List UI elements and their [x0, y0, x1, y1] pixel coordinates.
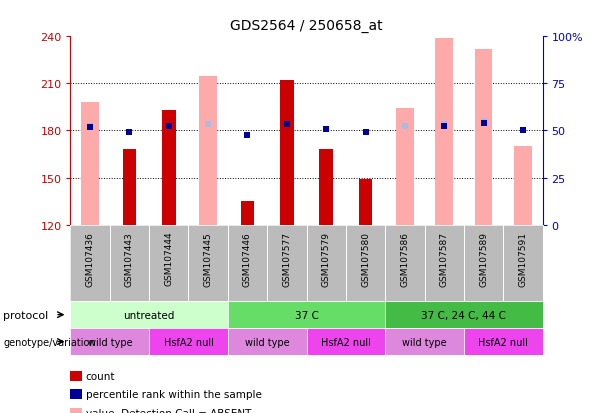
- Text: count: count: [86, 371, 115, 381]
- Bar: [228, 328, 306, 355]
- Bar: [435, 39, 453, 225]
- Text: percentile rank within the sample: percentile rank within the sample: [86, 389, 262, 399]
- Text: GSM107436: GSM107436: [86, 231, 94, 286]
- Bar: [241, 202, 254, 225]
- Text: GSM107586: GSM107586: [400, 231, 409, 286]
- Bar: [228, 301, 385, 328]
- Bar: [319, 150, 333, 225]
- Bar: [199, 76, 217, 225]
- Bar: [306, 328, 385, 355]
- Text: wild type: wild type: [88, 337, 132, 347]
- Bar: [280, 81, 294, 225]
- Bar: [385, 301, 543, 328]
- Text: HsfA2 null: HsfA2 null: [164, 337, 213, 347]
- Bar: [70, 328, 149, 355]
- Text: GSM107591: GSM107591: [519, 231, 527, 286]
- Text: untreated: untreated: [123, 310, 175, 320]
- Bar: [162, 111, 176, 225]
- Text: GSM107579: GSM107579: [322, 231, 330, 286]
- Bar: [82, 103, 99, 225]
- Text: GSM107577: GSM107577: [283, 231, 291, 286]
- Text: GSM107446: GSM107446: [243, 231, 252, 286]
- Text: value, Detection Call = ABSENT: value, Detection Call = ABSENT: [86, 408, 251, 413]
- Bar: [123, 150, 136, 225]
- Bar: [385, 328, 464, 355]
- Bar: [149, 328, 228, 355]
- Bar: [70, 301, 228, 328]
- Text: GSM107580: GSM107580: [361, 231, 370, 286]
- Bar: [396, 109, 414, 225]
- Text: GSM107443: GSM107443: [125, 231, 134, 286]
- Bar: [464, 328, 543, 355]
- Text: protocol: protocol: [3, 310, 48, 320]
- Text: HsfA2 null: HsfA2 null: [478, 337, 528, 347]
- Text: GSM107587: GSM107587: [440, 231, 449, 286]
- Text: GSM107589: GSM107589: [479, 231, 488, 286]
- Text: 37 C: 37 C: [295, 310, 318, 320]
- Bar: [474, 50, 492, 225]
- Bar: [359, 180, 372, 225]
- Text: wild type: wild type: [402, 337, 447, 347]
- Text: genotype/variation: genotype/variation: [3, 337, 96, 347]
- Bar: [514, 147, 531, 225]
- Text: HsfA2 null: HsfA2 null: [321, 337, 371, 347]
- Text: 37 C, 24 C, 44 C: 37 C, 24 C, 44 C: [421, 310, 506, 320]
- Text: GDS2564 / 250658_at: GDS2564 / 250658_at: [230, 19, 383, 33]
- Text: wild type: wild type: [245, 337, 289, 347]
- Text: GSM107444: GSM107444: [164, 231, 173, 286]
- Text: GSM107445: GSM107445: [204, 231, 213, 286]
